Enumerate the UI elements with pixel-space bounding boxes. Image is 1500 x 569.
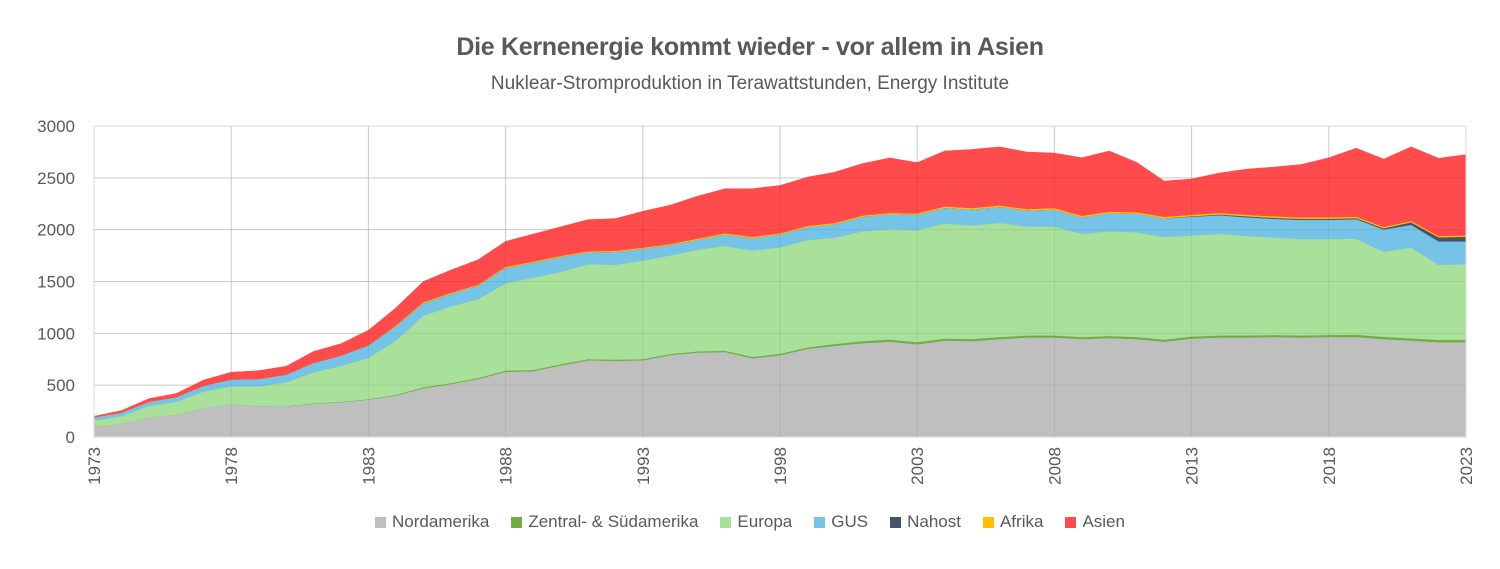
legend-swatch <box>375 516 387 528</box>
plot-frame <box>93 125 1467 438</box>
y-tick-label: 1000 <box>37 324 75 343</box>
x-tick-label: 1983 <box>359 447 378 485</box>
legend: Nordamerika Zentral- & Südamerika Europa GU… <box>0 512 1500 532</box>
legend-label: Nahost <box>907 512 961 531</box>
legend-swatch <box>511 516 523 528</box>
x-tick-label: 1998 <box>771 447 790 485</box>
legend-swatch <box>720 516 732 528</box>
legend-label: Afrika <box>999 512 1044 531</box>
y-tick-label: 3000 <box>37 117 75 136</box>
x-tick-label: 2008 <box>1045 447 1064 485</box>
x-tick-label: 1993 <box>634 447 653 485</box>
area-series <box>93 146 1467 438</box>
legend-item-gus: GUS <box>814 512 868 532</box>
legend-item-zentral-s-damerika: Zentral- & Südamerika <box>511 512 698 532</box>
x-tick-label: 2018 <box>1320 447 1339 485</box>
legend-label: Asien <box>1082 512 1125 531</box>
legend-item-asien: Asien <box>1065 512 1125 532</box>
x-tick-label: 1978 <box>222 447 241 485</box>
x-tick-label: 2003 <box>908 447 927 485</box>
x-tick-label: 1988 <box>497 447 516 485</box>
legend-swatch <box>890 516 902 528</box>
legend-item-nahost: Nahost <box>890 512 961 532</box>
x-axis-ticks: 1973 1978 1983 1988 1993 1998 2003 2008 2013 2018… <box>85 447 1476 485</box>
legend-swatch <box>814 516 826 528</box>
legend-item-europa: Europa <box>720 512 792 532</box>
y-axis-ticks: 0 500 1000 1500 2000 2500 3000 <box>37 117 75 447</box>
y-tick-label: 500 <box>47 376 75 395</box>
x-tick-label: 2013 <box>1183 447 1202 485</box>
x-tick-label: 1973 <box>85 447 104 485</box>
legend-label: Europa <box>737 512 793 531</box>
legend-item-afrika: Afrika <box>982 512 1044 532</box>
y-tick-label: 2500 <box>37 169 75 188</box>
y-tick-label: 2000 <box>37 221 75 240</box>
y-tick-label: 1500 <box>37 273 75 292</box>
x-tick-label: 2023 <box>1457 447 1476 485</box>
legend-label: Zentral- & Südamerika <box>528 512 699 531</box>
chart-title: Die Kernenergie kommt wieder - vor allem… <box>456 33 1044 61</box>
legend-label: GUS <box>831 512 869 531</box>
legend-label: Nordamerika <box>392 512 490 531</box>
y-tick-label: 0 <box>66 428 75 447</box>
chart-subtitle: Nuklear-Stromproduktion in Terawattstund… <box>490 73 1010 94</box>
legend-swatch <box>1065 516 1077 528</box>
legend-item-nordamerika: Nordamerika <box>375 512 489 532</box>
legend-swatch <box>982 516 994 528</box>
